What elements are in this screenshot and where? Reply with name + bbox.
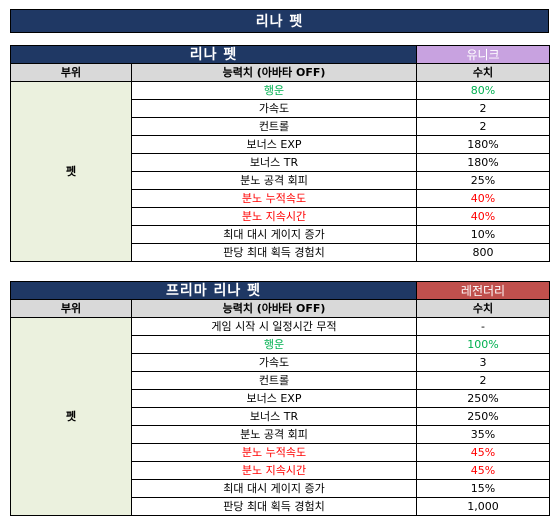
stat-name-cell: 가속도 bbox=[130, 99, 418, 118]
grade-badge-unique: 유니크 bbox=[416, 45, 551, 64]
stat-value-cell: 40% bbox=[416, 207, 551, 226]
stat-name-cell: 보너스 TR bbox=[131, 407, 417, 426]
stat-value-cell: 40% bbox=[416, 189, 551, 208]
stat-name-cell: 컨트롤 bbox=[130, 117, 418, 136]
table-row: 분노 지속시간 45% bbox=[11, 461, 550, 480]
table-row: 분노 공격 회피 35% bbox=[11, 425, 550, 444]
table-row: 보너스 EXP 180% bbox=[11, 135, 551, 154]
stat-name-cell: 판당 최대 획득 경험치 bbox=[130, 243, 418, 262]
table-row: 분노 공격 회피 25% bbox=[11, 171, 551, 190]
stat-value-cell: 100% bbox=[416, 335, 550, 354]
stat-value-cell: 3 bbox=[416, 353, 550, 372]
pet-stats-table-rina: 리나 펫 유니크 부위 능력치 (아바타 OFF) 수치 펫 행운 80% 가속도 2 컨… bbox=[9, 45, 551, 262]
table-row: 분노 지속시간 40% bbox=[11, 207, 551, 226]
table-row: 판당 최대 획득 경험치 800 bbox=[11, 243, 551, 262]
slot-header: 부위 bbox=[10, 299, 132, 318]
stat-value-cell: 45% bbox=[416, 461, 550, 480]
pet-stats-table-prima-rina: 프리마 리나 펫 레전더리 부위 능력치 (아바타 OFF) 수치 펫 게임 시작… bbox=[10, 281, 550, 516]
stat-name-cell: 분노 누적속도 bbox=[131, 443, 417, 462]
table-row: 펫 행운 80% bbox=[10, 81, 551, 262]
stat-value-cell: 180% bbox=[416, 153, 551, 172]
stat-name-cell: 분노 공격 회피 bbox=[131, 425, 417, 444]
pet-name-cell: 프리마 리나 펫 bbox=[10, 281, 417, 300]
stat-value-cell: 1,000 bbox=[416, 497, 550, 516]
table-row: 판당 최대 획득 경험치 1,000 bbox=[11, 497, 550, 516]
table-row: 분노 누적속도 45% bbox=[11, 443, 550, 462]
stat-name-cell: 분노 공격 회피 bbox=[130, 171, 418, 190]
stat-name-cell: 행운 bbox=[130, 81, 418, 100]
stat-value-cell: - bbox=[416, 317, 550, 336]
grade-badge-legendary: 레전더리 bbox=[416, 281, 550, 300]
stat-name-cell: 최대 대시 게이지 증가 bbox=[130, 225, 418, 244]
table-row: 보너스 TR 250% bbox=[11, 407, 550, 426]
table-row: 컨트롤 2 bbox=[11, 371, 550, 390]
stat-name-cell: 보너스 EXP bbox=[131, 389, 417, 408]
slot-header: 부위 bbox=[10, 63, 132, 82]
stat-value-cell: 250% bbox=[416, 407, 550, 426]
table-row: 보너스 EXP 250% bbox=[11, 389, 550, 408]
stat-value-cell: 2 bbox=[416, 117, 551, 136]
stat-name-cell: 판당 최대 획득 경험치 bbox=[131, 497, 417, 516]
stat-name-cell: 분노 지속시간 bbox=[130, 207, 418, 226]
pet-name-cell: 리나 펫 bbox=[9, 45, 418, 64]
stat-value-cell: 10% bbox=[416, 225, 551, 244]
stat-name-cell: 보너스 TR bbox=[130, 153, 418, 172]
stat-value-cell: 800 bbox=[416, 243, 551, 262]
stat-value-cell: 35% bbox=[416, 425, 550, 444]
stat-name-cell: 컨트롤 bbox=[131, 371, 417, 390]
value-header: 수치 bbox=[416, 299, 550, 318]
stat-value-cell: 250% bbox=[416, 389, 550, 408]
stat-value-cell: 180% bbox=[416, 135, 551, 154]
value-header: 수치 bbox=[416, 63, 551, 82]
table-row: 최대 대시 게이지 증가 15% bbox=[11, 479, 550, 498]
stat-value-cell: 25% bbox=[416, 171, 551, 190]
stat-name-cell: 최대 대시 게이지 증가 bbox=[131, 479, 417, 498]
table-row: 펫 게임 시작 시 일정시간 무적 - bbox=[10, 317, 550, 516]
slot-cell: 펫 bbox=[10, 317, 132, 516]
stat-name-cell: 가속도 bbox=[131, 353, 417, 372]
stat-name-cell: 분노 누적속도 bbox=[130, 189, 418, 208]
stat-value-cell: 80% bbox=[416, 81, 551, 100]
stat-name-cell: 분노 지속시간 bbox=[131, 461, 417, 480]
stat-header: 능력치 (아바타 OFF) bbox=[130, 63, 418, 82]
page-title: 리나 펫 bbox=[10, 9, 549, 33]
stat-value-cell: 45% bbox=[416, 443, 550, 462]
stat-name-cell: 행운 bbox=[131, 335, 417, 354]
stat-header: 능력치 (아바타 OFF) bbox=[131, 299, 417, 318]
table-row: 가속도 3 bbox=[11, 353, 550, 372]
stat-name-cell: 게임 시작 시 일정시간 무적 bbox=[131, 317, 417, 336]
slot-cell: 펫 bbox=[10, 81, 132, 262]
stat-name-cell: 보너스 EXP bbox=[130, 135, 418, 154]
stat-value-cell: 2 bbox=[416, 371, 550, 390]
stat-value-cell: 15% bbox=[416, 479, 550, 498]
stat-value-cell: 2 bbox=[416, 99, 551, 118]
